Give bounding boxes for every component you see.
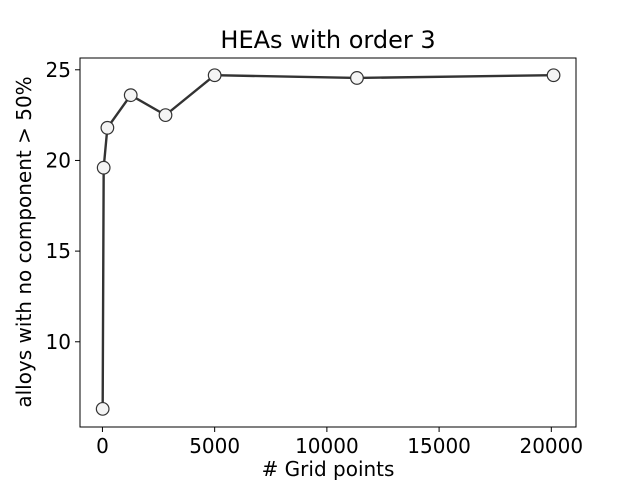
- x-tick-label: 0: [96, 434, 109, 458]
- data-point-0: [95, 401, 110, 416]
- x-tick-label: 10000: [295, 434, 359, 458]
- series-line: [101, 74, 555, 411]
- data-point-2: [100, 120, 115, 135]
- data-point-7: [546, 68, 561, 83]
- chart-title: HEAs with order 3: [220, 26, 435, 54]
- x-tick-label: 20000: [519, 434, 583, 458]
- data-point-3: [123, 88, 138, 103]
- y-tick-label: 15: [46, 239, 71, 263]
- y-tick-label: 10: [46, 330, 71, 354]
- y-tick-label: 20: [46, 148, 71, 172]
- data-point-1: [96, 160, 111, 175]
- axes-frame: [79, 57, 577, 428]
- series-markers: [95, 68, 561, 416]
- y-axis-ticks: 10 15 20 25: [46, 58, 80, 354]
- x-axis-label: # Grid points: [262, 457, 395, 480]
- data-point-4: [158, 108, 173, 123]
- data-point-5: [207, 68, 222, 83]
- y-tick-label: 25: [46, 58, 71, 82]
- plot-area: 0 5000 10000 15000 20000 10 15 20 25: [46, 57, 583, 458]
- x-axis-ticks: 0 5000 10000 15000 20000: [96, 427, 583, 458]
- x-tick-label: 15000: [407, 434, 471, 458]
- data-point-6: [350, 71, 364, 85]
- x-tick-label: 5000: [189, 434, 240, 458]
- y-axis-label: alloys with no component > 50%: [12, 76, 36, 407]
